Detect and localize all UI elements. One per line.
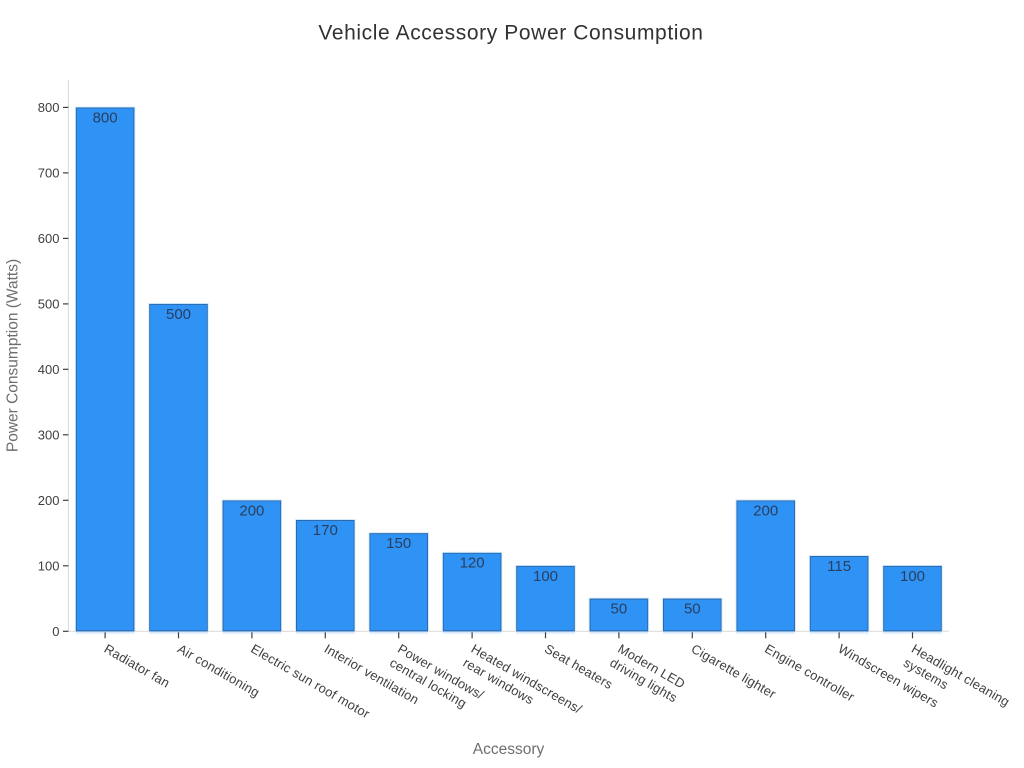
svg-text:500: 500: [166, 306, 191, 323]
svg-text:200: 200: [753, 502, 778, 519]
svg-text:Power Consumption (Watts): Power Consumption (Watts): [4, 259, 21, 452]
svg-text:800: 800: [93, 109, 118, 126]
svg-text:50: 50: [611, 601, 628, 618]
svg-text:115: 115: [827, 558, 851, 575]
svg-text:100: 100: [38, 558, 60, 573]
svg-text:Vehicle Accessory Power Consum: Vehicle Accessory Power Consumption: [318, 22, 703, 45]
svg-text:50: 50: [684, 601, 701, 618]
svg-text:100: 100: [533, 568, 558, 585]
svg-text:600: 600: [38, 231, 60, 246]
svg-text:120: 120: [460, 555, 485, 572]
svg-text:700: 700: [38, 166, 60, 181]
svg-text:Accessory: Accessory: [473, 741, 545, 758]
svg-text:800: 800: [38, 100, 60, 115]
svg-text:0: 0: [52, 624, 59, 639]
svg-text:500: 500: [38, 297, 60, 312]
svg-text:300: 300: [38, 427, 60, 442]
svg-text:150: 150: [386, 535, 411, 552]
svg-text:200: 200: [239, 502, 264, 519]
svg-text:400: 400: [38, 362, 60, 377]
svg-text:200: 200: [38, 493, 60, 508]
svg-text:170: 170: [313, 522, 338, 539]
svg-text:100: 100: [900, 568, 925, 585]
